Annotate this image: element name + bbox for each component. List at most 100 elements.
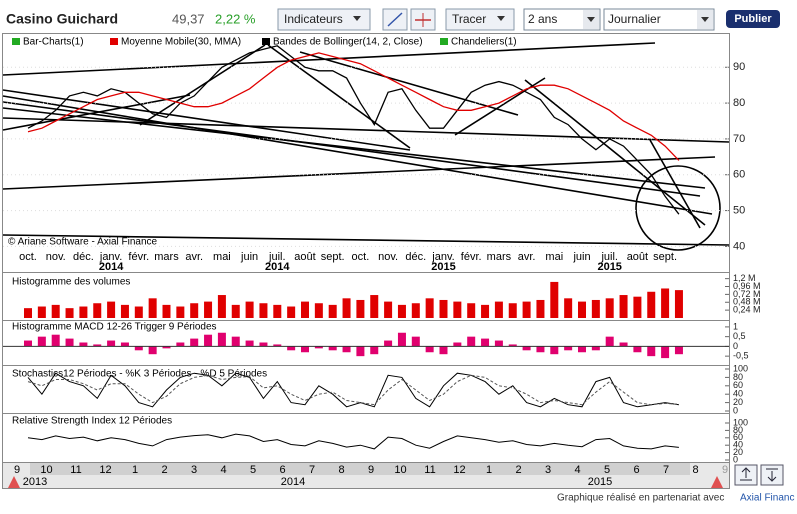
series-line xyxy=(27,372,679,408)
interval-select[interactable]: Journalier xyxy=(603,8,715,31)
icon[interactable] xyxy=(766,468,778,482)
x-tick-label: avr. xyxy=(185,251,203,263)
hline-tool[interactable] xyxy=(410,8,436,31)
dropdown-arrow[interactable] xyxy=(587,17,595,22)
bar xyxy=(314,346,323,349)
bar xyxy=(439,299,448,318)
bar xyxy=(591,299,600,318)
x-year-label: 2014 xyxy=(265,261,290,273)
bar xyxy=(287,306,296,318)
select-value[interactable]: 2 ans xyxy=(528,12,557,26)
y-tick-label: 100 xyxy=(733,363,748,373)
navigator-month: 9 xyxy=(14,464,20,476)
x-tick-label: mai xyxy=(213,251,231,263)
bar xyxy=(411,336,420,347)
icon[interactable] xyxy=(387,12,403,27)
navigator-handle[interactable] xyxy=(8,476,20,488)
indicators-button[interactable]: Indicateurs xyxy=(277,8,371,31)
select-bg[interactable] xyxy=(603,8,715,31)
bar xyxy=(508,303,517,318)
x-tick-label: mars xyxy=(487,251,512,263)
dropdown-arrow[interactable] xyxy=(497,16,505,21)
x-tick-label: janv. xyxy=(99,251,122,263)
bar xyxy=(397,332,406,347)
bar xyxy=(162,304,171,318)
bar xyxy=(439,346,448,355)
navigator-handle[interactable] xyxy=(711,476,723,488)
bar xyxy=(674,346,683,355)
legend-label: Chandeliers(1) xyxy=(451,37,517,48)
select-value[interactable]: Journalier xyxy=(608,12,661,26)
bar xyxy=(301,346,309,353)
bar xyxy=(287,346,296,351)
icon[interactable] xyxy=(740,467,752,481)
x-tick-label: juin xyxy=(572,251,590,263)
panel-title: Histogramme MACD 12-26 Trigger 9 Période… xyxy=(12,322,217,333)
y-tick-label: 1,2 M xyxy=(733,273,756,283)
bar xyxy=(79,306,88,318)
button-label[interactable]: Tracer xyxy=(452,12,486,26)
watermark: © Ariane Software - Axial Finance xyxy=(8,237,158,248)
navigator-month: 5 xyxy=(250,464,256,476)
footer-link[interactable]: Axial Financ xyxy=(740,493,794,504)
x-tick-label: juil. xyxy=(600,251,618,263)
bar xyxy=(301,301,309,318)
legend-swatch xyxy=(440,38,448,45)
bar xyxy=(148,298,157,318)
y-tick-label: 0,24 M xyxy=(733,305,761,315)
button-bg[interactable] xyxy=(277,8,371,31)
button-bg[interactable] xyxy=(445,8,515,31)
navigator-month: 10 xyxy=(394,464,406,476)
series-line xyxy=(27,433,679,450)
draw-button[interactable]: Tracer xyxy=(445,8,515,31)
x-tick-label: août xyxy=(294,251,315,263)
period-select[interactable]: 2 ans xyxy=(523,8,601,31)
x-tick-label: mars xyxy=(154,251,179,263)
y-tick-label: 0 xyxy=(733,341,738,351)
bar xyxy=(384,340,393,347)
dropdown-arrow[interactable] xyxy=(701,17,709,22)
dropdown-arrow[interactable] xyxy=(353,16,361,21)
button-label[interactable]: Publier xyxy=(734,13,772,25)
x-tick-label: nov. xyxy=(46,251,66,263)
publish-button[interactable]: Publier xyxy=(726,10,780,28)
navigator-month: 8 xyxy=(338,464,344,476)
bar xyxy=(204,301,213,318)
bar xyxy=(494,340,503,347)
navigator-month: 9 xyxy=(722,464,728,476)
bar xyxy=(578,346,586,353)
panel-title: Histogramme des volumes xyxy=(12,277,130,288)
bar xyxy=(467,303,476,318)
panel-title: Relative Strength Index 12 Périodes xyxy=(12,416,172,427)
navigator-month: 7 xyxy=(309,464,315,476)
navigator-month: 4 xyxy=(220,464,226,476)
button-bg[interactable] xyxy=(726,10,780,28)
button-label[interactable]: Indicateurs xyxy=(284,12,343,26)
select-bg[interactable] xyxy=(523,8,601,31)
series-line xyxy=(27,374,679,406)
bar xyxy=(134,306,143,318)
trend-line xyxy=(524,79,706,226)
bar xyxy=(231,336,240,347)
legend-swatch xyxy=(110,38,118,45)
x-tick-label: oct. xyxy=(19,251,37,263)
series-line xyxy=(27,45,680,215)
x-year-label: 2015 xyxy=(597,261,621,273)
x-year-label: 2015 xyxy=(431,261,455,273)
x-tick-label: sept. xyxy=(653,251,677,263)
bar xyxy=(508,344,517,347)
navigator-year: 2013 xyxy=(23,476,47,488)
bar xyxy=(65,308,74,318)
scroll-left-button[interactable] xyxy=(734,464,758,486)
bar xyxy=(204,334,213,347)
bar xyxy=(176,306,185,318)
y-tick-label: 60 xyxy=(733,380,743,390)
bar xyxy=(550,346,559,355)
y-tick-label: 50 xyxy=(733,204,745,216)
navigator-window[interactable] xyxy=(30,463,690,475)
change: 2,22 % xyxy=(215,11,256,26)
line-tool[interactable] xyxy=(382,8,408,31)
bar xyxy=(467,336,476,347)
scroll-right-button[interactable] xyxy=(760,464,784,486)
